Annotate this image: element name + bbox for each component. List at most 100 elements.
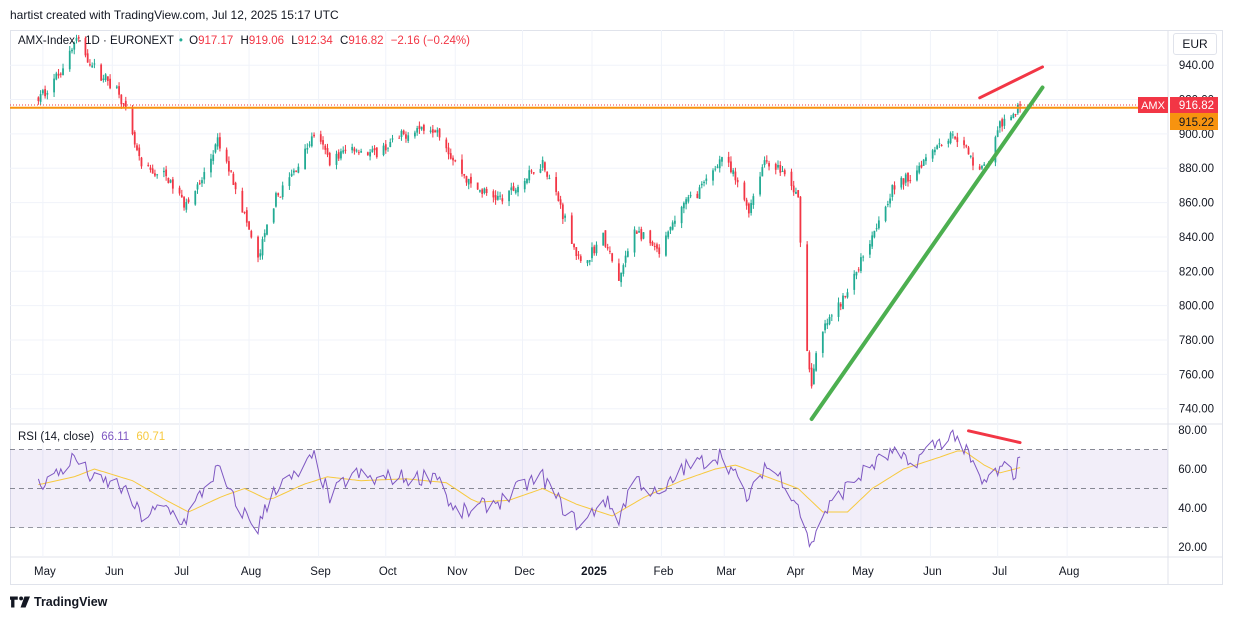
candle-body	[292, 170, 295, 173]
candle-body	[479, 190, 481, 192]
candle-body	[752, 196, 755, 205]
candle-body	[1019, 104, 1021, 106]
candle-body	[41, 90, 44, 94]
candle-body	[759, 176, 761, 195]
candle-body	[969, 155, 972, 157]
time-tick-label: Mar	[716, 566, 736, 578]
candle-body	[382, 145, 385, 156]
candle-body	[106, 76, 109, 81]
candle-body	[620, 272, 623, 283]
price-tick-label: 880.00	[1179, 163, 1214, 175]
candle-body	[263, 233, 266, 238]
candle-body	[642, 232, 645, 239]
candle-body	[586, 260, 589, 264]
candle-body	[259, 253, 262, 257]
candle-body	[115, 86, 118, 88]
candle-body	[577, 254, 580, 256]
chart-frame[interactable]	[10, 30, 1223, 585]
tradingview-logo[interactable]: TradingView	[10, 595, 107, 609]
candle-body	[674, 220, 676, 224]
candle-body	[73, 42, 76, 50]
candle-body	[530, 170, 533, 172]
candle-body	[532, 172, 535, 174]
candle-body	[407, 135, 410, 141]
candle-body	[682, 202, 685, 209]
candle-body	[548, 177, 551, 179]
candle-body	[243, 212, 246, 214]
candle-body	[62, 68, 64, 76]
candle-body	[384, 144, 387, 151]
candle-body	[373, 148, 376, 151]
candle-body	[335, 153, 338, 165]
candle-body	[931, 150, 934, 159]
drawings	[10, 65, 1168, 421]
candle-body	[747, 203, 750, 214]
candle-body	[510, 187, 513, 191]
price-tick-label: 900.00	[1179, 129, 1214, 141]
candle-body	[369, 152, 371, 157]
candle-body	[405, 134, 407, 139]
candle-body	[375, 147, 378, 158]
candle-body	[821, 331, 824, 353]
symbol-name[interactable]: AMX-Index · 1D · EURONEXT	[18, 35, 174, 47]
rsi-tick-label: 20.00	[1178, 542, 1207, 554]
support-trendline	[809, 85, 1045, 421]
candle-body	[295, 170, 298, 172]
open-label: O	[189, 35, 199, 47]
candle-body	[492, 191, 495, 198]
currency-button[interactable]: EUR	[1173, 33, 1217, 55]
candle-body	[131, 107, 134, 135]
candle-body	[779, 164, 782, 173]
candle-body	[591, 247, 593, 259]
high-value: 919.06	[248, 35, 284, 47]
candle-body	[156, 174, 159, 176]
candle-body	[575, 247, 578, 257]
time-tick-label: Dec	[514, 566, 535, 578]
candle-body	[860, 257, 862, 272]
candle-body	[579, 256, 582, 262]
axes: 940.00920.00900.00880.00860.00840.00820.…	[34, 60, 1218, 578]
candle-body	[555, 177, 558, 192]
time-tick-label: Apr	[787, 566, 805, 578]
candle-body	[671, 222, 674, 230]
rsi-tick-label: 40.00	[1178, 503, 1207, 515]
rsi-lines	[37, 429, 1022, 548]
candle-body	[967, 147, 970, 155]
candle-body	[978, 166, 981, 170]
candle-body	[476, 182, 479, 190]
candle-body	[194, 190, 197, 205]
candle-body	[297, 166, 300, 173]
candle-body	[765, 160, 768, 162]
candle-body	[826, 323, 829, 326]
candle-body	[837, 302, 840, 317]
candle-body	[998, 121, 1001, 128]
candle-body	[588, 260, 591, 262]
candle-body	[104, 74, 107, 80]
symbol-legend[interactable]: AMX-Index · 1D · EURONEXT • O917.17 H919…	[18, 35, 470, 47]
candle-body	[357, 152, 360, 154]
rsi-legend[interactable]: RSI (14, close) 66.11 60.71	[18, 431, 165, 443]
candle-body	[122, 103, 125, 105]
candle-body	[763, 160, 766, 166]
rsi-name[interactable]: RSI (14, close)	[18, 431, 95, 443]
candle-body	[983, 164, 986, 166]
candle-body	[936, 145, 939, 150]
time-tick-label: Aug	[241, 566, 261, 578]
candle-body	[947, 140, 950, 144]
candle-body	[449, 153, 452, 159]
candle-body	[810, 367, 813, 387]
candle-body	[907, 172, 909, 182]
candle-body	[496, 195, 499, 200]
candle-body	[828, 317, 831, 324]
candle-body	[351, 146, 354, 151]
last-price-label: 916.82	[1179, 100, 1214, 112]
grid	[10, 30, 1222, 584]
candle-body	[846, 292, 849, 298]
candle-body	[830, 315, 833, 317]
candle-body	[667, 231, 670, 238]
line-price-label: 915.22	[1179, 117, 1214, 129]
candle-body	[465, 176, 468, 183]
candle-body	[653, 245, 656, 247]
candle-body	[595, 244, 598, 254]
